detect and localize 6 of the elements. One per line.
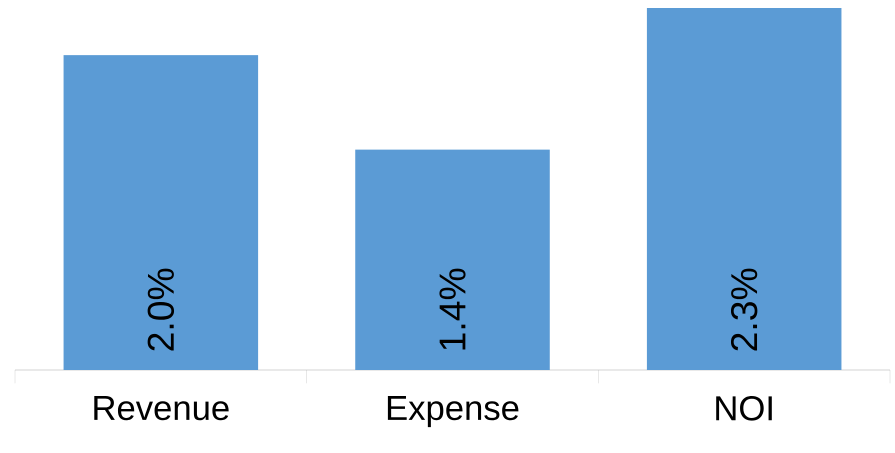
data-label: 2.3%: [730, 268, 758, 351]
x-tick-label: NOI: [716, 396, 772, 421]
x-tick-label: Revenue: [94, 396, 229, 420]
x-tick-label: Expense: [388, 396, 518, 428]
data-label: 2.0%: [148, 268, 174, 351]
data-label: 1.4%: [439, 268, 466, 350]
